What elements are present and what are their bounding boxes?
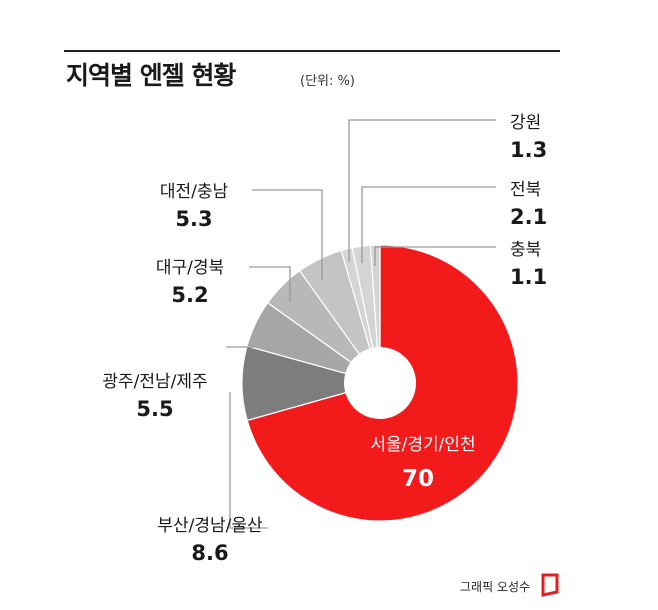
credit-text: 그래픽 오성수 xyxy=(460,580,531,594)
chungbuk-value: 1.1 xyxy=(510,265,547,289)
gangwon-leader xyxy=(348,119,496,262)
busan-value: 8.6 xyxy=(191,541,228,565)
jeonbuk-label: 전북 xyxy=(510,180,541,200)
chungbuk-leader xyxy=(374,246,496,266)
daejeon-leader xyxy=(252,189,323,280)
busan-label: 부산/경남/울산 xyxy=(157,516,263,536)
logo-icon xyxy=(541,573,559,597)
donut-hole xyxy=(344,347,416,419)
jeonbuk-leader xyxy=(361,186,496,263)
daegu-label: 대구/경북 xyxy=(156,258,224,278)
seoul-label: 서울/경기/인천 xyxy=(370,435,475,455)
daegu-value: 5.2 xyxy=(171,283,208,307)
daegu-leader xyxy=(249,266,291,302)
chungbuk-label: 충북 xyxy=(510,240,541,260)
seoul-value: 70 xyxy=(402,466,434,492)
top-rule xyxy=(64,50,560,52)
gangwon-label: 강원 xyxy=(510,113,541,133)
daejeon-label: 대전/충남 xyxy=(160,182,229,202)
busan-leader xyxy=(229,392,268,529)
jeonbuk-value: 2.1 xyxy=(510,205,547,229)
gwangju-value: 5.5 xyxy=(136,397,173,421)
gangwon-value: 1.3 xyxy=(510,138,547,162)
chart-title: 지역별 엔젤 현황 xyxy=(66,61,236,90)
unit-label: (단위: %) xyxy=(300,74,355,89)
gwangju-label: 광주/전남/제주 xyxy=(102,372,207,392)
daejeon-value: 5.3 xyxy=(175,207,212,231)
